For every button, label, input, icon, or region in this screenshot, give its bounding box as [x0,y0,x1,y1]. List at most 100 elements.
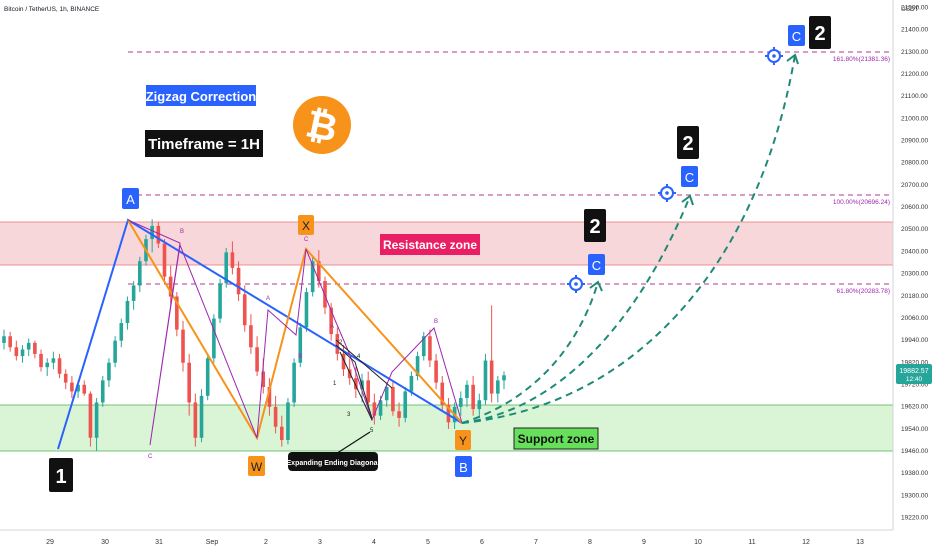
wave-label-w: W [248,456,265,476]
candle-body [76,384,80,392]
candle-body [236,267,241,295]
candle-body [26,342,31,350]
price-tick-label: 19300.00 [901,492,928,499]
price-tick-label: 21200.00 [901,71,928,78]
projection-path-1 [461,281,599,424]
wave-label-c-1-text: C [592,258,601,273]
wave-label-c-3-text: C [792,29,801,44]
price-tick-label: 20300.00 [901,271,928,278]
candle-body [366,380,370,403]
price-axis[interactable]: 21500.00 21400.00 21300.00 21200.00 21100.00… [901,5,928,522]
candle-body [156,225,161,244]
fib-161-label: 161.80%(21381.36) [833,56,890,63]
time-axis[interactable]: 29 30 31 Sep 2 3 4 5 6 7 8 9 10 11 12 13 [46,539,864,546]
price-tick-label: 20700.00 [901,182,928,189]
price-tick-label: 19940.00 [901,337,928,344]
wave-label-2-1-text: 2 [589,216,600,238]
projection-arrow-1 [589,280,603,292]
wave-label-y: Y [455,430,471,450]
candle-body [279,426,284,440]
candle-body [446,404,451,423]
bitcoin-logo-icon: ₿ [293,96,351,154]
price-tick-label: 20500.00 [901,226,928,233]
candle-body [205,358,210,396]
candle-body [218,283,222,319]
candle-body [354,378,358,390]
small-label-2: 2 [339,340,343,346]
wave-label-1-text: 1 [55,466,66,488]
candle-body [384,387,389,401]
time-tick-label: 9 [642,539,646,546]
purple-subwave-line [127,219,463,446]
price-tick-label: 19720.00 [901,381,928,388]
support-zone-badge: Support zone [513,427,599,450]
wave-label-2-1: 2 [584,209,606,242]
candle-body [107,362,111,381]
candle-body [224,252,229,284]
small-label-3: 3 [347,412,351,418]
fib-618-label: 61.80%(20283.78) [837,288,891,295]
candle-body [341,353,346,370]
time-tick-label: 11 [748,539,755,546]
time-tick-label: 8 [588,539,592,546]
candle-body [397,411,401,418]
time-tick-label: 6 [480,539,484,546]
resistance-zone-badge: Resistance zone [380,234,480,255]
candle-body [335,334,340,354]
candle-body [403,391,408,418]
small-label-1: 1 [333,381,337,387]
candle-body [255,347,259,372]
candle-body [310,261,315,293]
support-zone-text: Support zone [518,432,595,446]
candle-body [8,336,12,348]
wave-label-c-2: C [681,166,698,187]
candle-body [249,325,253,348]
candle-body [212,318,216,359]
candle-body [63,373,68,383]
time-tick-label: 4 [372,539,376,546]
small-label-b3: B [434,319,438,325]
candle-body [378,400,383,416]
resistance-zone-text: Resistance zone [383,238,477,252]
candle-body [502,375,506,381]
wave-label-x-text: X [302,219,310,233]
candle-body [162,243,167,277]
target-crosshair-icon [765,47,783,65]
candle-body [88,393,93,438]
zigzag-correction-badge: Zigzag Correction [146,85,256,106]
candle-body [428,336,432,361]
time-tick-label: 31 [155,539,163,546]
candle-body [113,340,117,363]
price-tick-label: 19620.00 [901,404,928,411]
price-tick-label: 20600.00 [901,204,928,211]
time-tick-label: 29 [46,539,54,546]
wave-label-1: 1 [49,458,73,492]
candle-body [119,323,124,341]
wave-label-w-text: W [251,460,263,474]
small-label-a3: A [330,324,334,330]
candle-body [477,400,482,410]
candle-body [465,384,469,399]
price-tick-label: 20400.00 [901,248,928,255]
candle-body [471,384,475,410]
price-tick-label: 21300.00 [901,49,928,56]
candle-body [286,402,290,440]
time-tick-label: 13 [856,539,864,546]
candle-body [33,342,37,354]
projection-path-3 [461,54,796,424]
candle-body [138,261,142,286]
candle-body [298,327,303,363]
candle-body [70,382,74,392]
price-tick-label: 19820.00 [901,359,928,366]
diagonal-upper-line [335,339,393,389]
candle-body [181,329,185,363]
projection-arrow-2 [681,194,694,206]
price-tick-label: 20180.00 [901,293,928,300]
wave-label-2-2-text: 2 [682,133,693,155]
time-tick-label: 10 [694,539,702,546]
candle-body [20,349,25,357]
wave-label-2-2: 2 [677,126,699,159]
price-tick-label: 21100.00 [901,93,928,100]
